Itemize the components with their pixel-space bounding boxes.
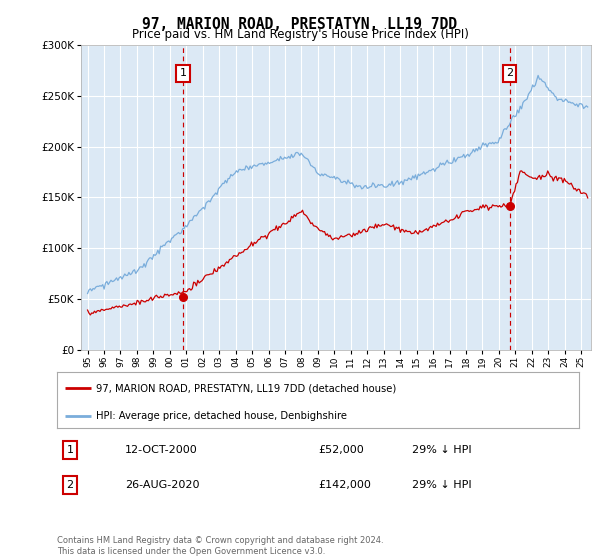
Text: 1: 1: [179, 68, 187, 78]
Text: Contains HM Land Registry data © Crown copyright and database right 2024.
This d: Contains HM Land Registry data © Crown c…: [57, 536, 383, 556]
Text: 12-OCT-2000: 12-OCT-2000: [125, 445, 197, 455]
Text: 2: 2: [67, 480, 74, 490]
Text: Price paid vs. HM Land Registry's House Price Index (HPI): Price paid vs. HM Land Registry's House …: [131, 28, 469, 41]
Text: £142,000: £142,000: [318, 480, 371, 490]
Text: HPI: Average price, detached house, Denbighshire: HPI: Average price, detached house, Denb…: [96, 411, 347, 421]
Text: 29% ↓ HPI: 29% ↓ HPI: [412, 445, 472, 455]
Text: 97, MARION ROAD, PRESTATYN, LL19 7DD (detached house): 97, MARION ROAD, PRESTATYN, LL19 7DD (de…: [96, 383, 397, 393]
Text: 2: 2: [506, 68, 513, 78]
Text: 26-AUG-2020: 26-AUG-2020: [125, 480, 199, 490]
Text: 29% ↓ HPI: 29% ↓ HPI: [412, 480, 472, 490]
Text: £52,000: £52,000: [318, 445, 364, 455]
Text: 97, MARION ROAD, PRESTATYN, LL19 7DD: 97, MARION ROAD, PRESTATYN, LL19 7DD: [143, 17, 458, 32]
Text: 1: 1: [67, 445, 74, 455]
